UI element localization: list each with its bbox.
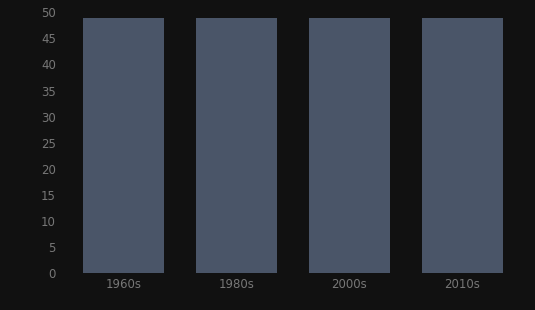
Bar	[422, 18, 503, 273]
Bar	[83, 18, 164, 273]
Bar	[309, 18, 390, 273]
Bar	[196, 18, 277, 273]
